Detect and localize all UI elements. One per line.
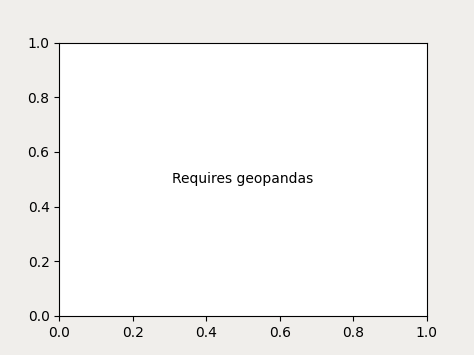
Text: Requires geopandas: Requires geopandas bbox=[173, 172, 313, 186]
